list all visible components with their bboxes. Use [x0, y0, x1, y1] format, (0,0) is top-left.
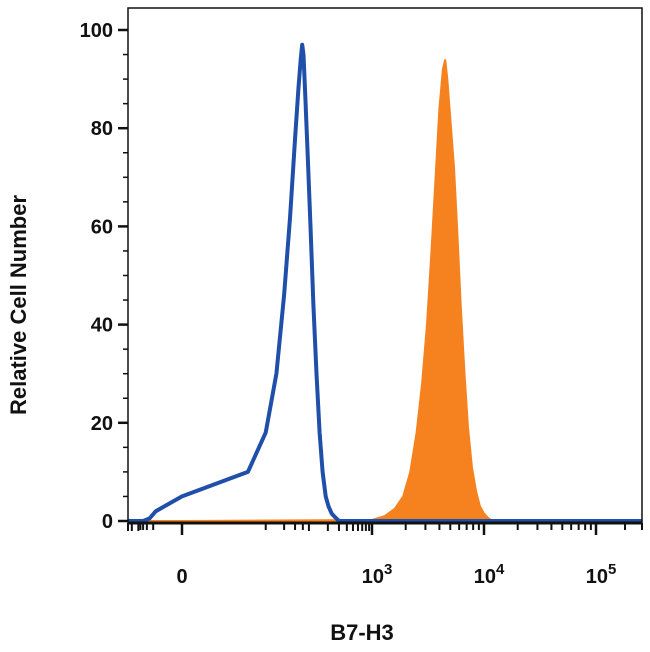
x-axis-label: B7-H3	[330, 620, 394, 645]
axes-layer: 0 20 40 60 80 100 0 103 104 105	[80, 7, 643, 588]
y-tick-label: 60	[91, 216, 113, 238]
plot-frame	[127, 7, 643, 524]
series-outline-histogram	[128, 42, 642, 523]
series-filled-histogram	[128, 59, 642, 522]
x-tick-label: 103	[362, 561, 393, 588]
y-tick-label: 20	[91, 413, 113, 435]
x-tick-label: 104	[474, 561, 505, 588]
x-tick-label: 0	[176, 566, 187, 588]
series-layer	[128, 42, 642, 523]
y-tick-label: 0	[102, 511, 113, 533]
y-tick-label: 100	[80, 20, 113, 42]
y-axis-label: Relative Cell Number	[6, 195, 31, 416]
y-tick-label: 80	[91, 118, 113, 140]
y-tick-label: 40	[91, 315, 113, 337]
x-tick-label: 105	[586, 561, 617, 588]
